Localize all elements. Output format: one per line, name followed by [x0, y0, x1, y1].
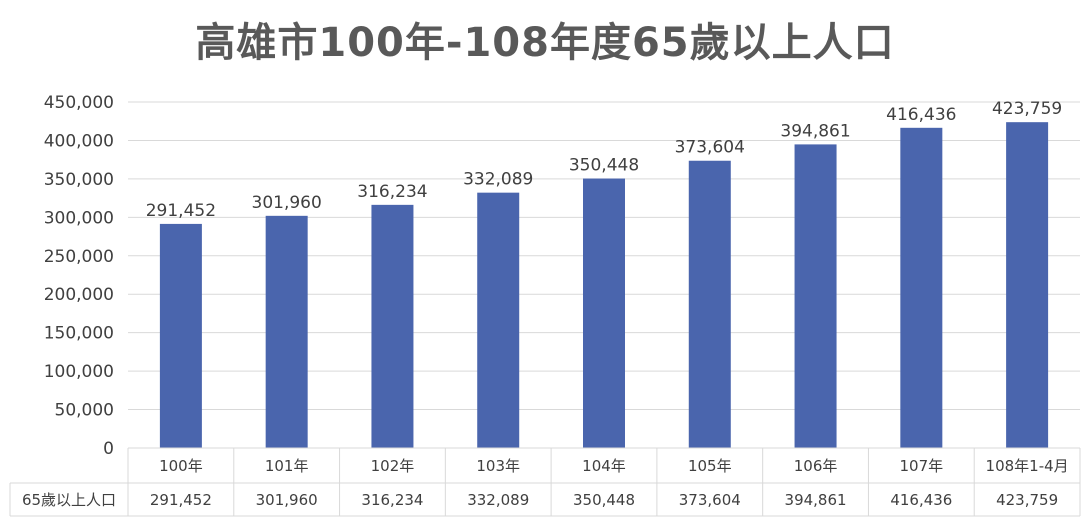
y-tick-label: 400,000: [44, 131, 114, 151]
series-name-label: 65歲以上人口: [22, 491, 116, 509]
y-tick-label: 300,000: [44, 208, 114, 228]
table-value: 394,861: [785, 491, 847, 509]
y-tick-label: 0: [103, 439, 114, 459]
data-label: 316,234: [357, 182, 427, 202]
y-tick-label: 450,000: [44, 93, 114, 113]
y-tick-label: 250,000: [44, 247, 114, 267]
table-value: 416,436: [890, 491, 952, 509]
data-label: 416,436: [886, 105, 956, 125]
y-tick-label: 350,000: [44, 170, 114, 190]
chart-title: 高雄市100年-108年度65歲以上人口: [195, 20, 895, 66]
x-category-label: 105年: [688, 457, 732, 475]
x-category-label: 104年: [582, 457, 626, 475]
data-label: 332,089: [463, 170, 533, 190]
data-label: 394,861: [780, 121, 850, 141]
data-table: 100年 291,452 101年 301,960 102年 316,234 103年 332…: [9, 447, 1081, 517]
data-label: 423,759: [992, 99, 1062, 119]
bar: [159, 223, 202, 448]
bar: [794, 144, 837, 449]
y-axis-tick-labels: 0 50,000 100,000 150,000 200,000 250,000 300,0…: [44, 93, 114, 459]
table-value: 301,960: [256, 491, 318, 509]
y-tick-label: 150,000: [44, 324, 114, 344]
bar: [583, 178, 625, 448]
bar: [1006, 122, 1049, 448]
x-category-label: 101年: [265, 457, 309, 475]
table-value: 316,234: [361, 491, 423, 509]
x-category-label: 106年: [794, 457, 838, 475]
bar: [688, 160, 731, 448]
y-tick-label: 200,000: [44, 285, 114, 305]
x-category-label: 100年: [159, 457, 203, 475]
x-category-label: 103年: [476, 457, 520, 475]
bar: [265, 215, 308, 448]
table-value: 373,604: [679, 491, 741, 509]
x-category-label: 107年: [900, 457, 944, 475]
data-label: 291,452: [146, 201, 216, 221]
bar: [900, 127, 943, 449]
table-value: 291,452: [150, 491, 212, 509]
y-tick-label: 50,000: [55, 401, 114, 421]
y-tick-label: 100,000: [44, 362, 114, 382]
data-label: 350,448: [569, 156, 639, 176]
data-label: 373,604: [675, 138, 745, 158]
x-category-label: 108年1-4月: [986, 457, 1069, 475]
bar: [477, 192, 520, 448]
bars: [159, 122, 1049, 449]
table-value: 423,759: [996, 491, 1058, 509]
data-labels: 291,452 301,960 316,234 332,089 350,448 373,6…: [146, 99, 1063, 221]
table-value: 350,448: [573, 491, 635, 509]
bar: [371, 204, 414, 448]
table-value: 332,089: [467, 491, 529, 509]
data-label: 301,960: [252, 193, 322, 213]
x-category-label: 102年: [371, 457, 415, 475]
